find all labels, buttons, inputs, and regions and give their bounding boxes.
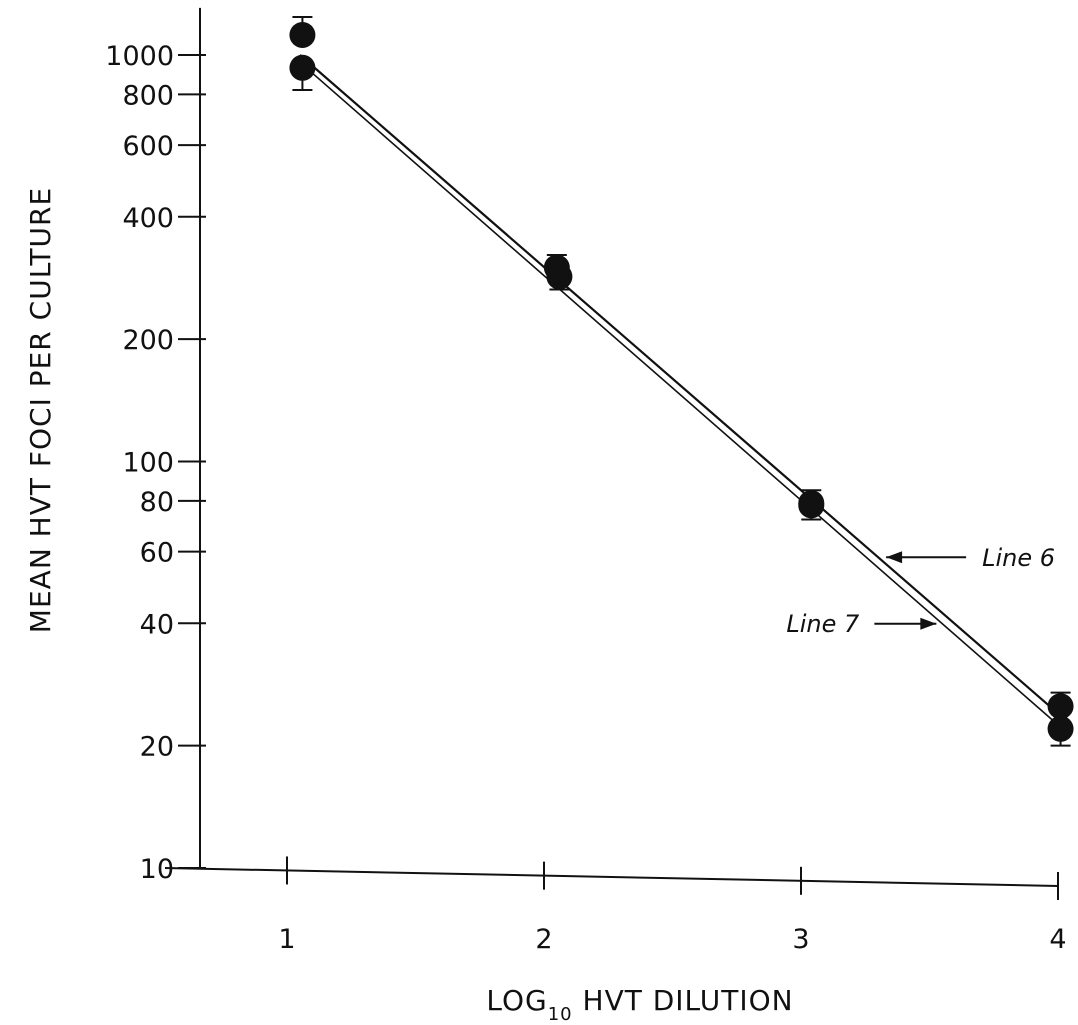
y-tick-label-20: 20 bbox=[140, 732, 174, 763]
data-point-s2-p2 bbox=[546, 263, 573, 290]
annotation-label-2: Line 7 bbox=[786, 610, 860, 638]
x-tick-label-3: 3 bbox=[792, 924, 809, 955]
data-point-s2-p1 bbox=[289, 54, 316, 81]
y-tick-label-800: 800 bbox=[122, 80, 174, 111]
y-tick-label-10: 10 bbox=[140, 854, 174, 885]
y-tick-label-40: 40 bbox=[140, 609, 174, 640]
x-axis-label-suffix: HVT DILUTION bbox=[573, 984, 794, 1017]
annotation-arrowhead-1 bbox=[886, 551, 903, 564]
markers bbox=[289, 16, 1074, 747]
y-axis-label: MEAN HVT FOCI PER CULTURE bbox=[24, 187, 57, 633]
y-tick-label-1000: 1000 bbox=[105, 41, 174, 72]
data-point-s2-p3 bbox=[798, 492, 825, 519]
x-axis-label: LOG10 HVT DILUTION bbox=[486, 984, 793, 1025]
data-point-s1-p1 bbox=[289, 21, 316, 48]
x-tick-label-2: 2 bbox=[535, 924, 552, 955]
data-point-s2-p4 bbox=[1047, 715, 1074, 742]
fit-lines bbox=[299, 54, 1059, 726]
annotation-label-1: Line 6 bbox=[982, 544, 1055, 572]
y-tick-label-80: 80 bbox=[140, 487, 174, 518]
y-tick-label-200: 200 bbox=[122, 325, 174, 356]
y-tick-label-400: 400 bbox=[122, 203, 174, 234]
y-tick-label-600: 600 bbox=[122, 131, 174, 162]
x-tick-label-4: 4 bbox=[1049, 924, 1066, 955]
fit-line-series-1 bbox=[299, 54, 1059, 715]
x-axis-label-subscript: 10 bbox=[548, 1004, 573, 1025]
axes: 10 20 40 60 80 100 200 400 600 800 1000 1 2 3 4 bbox=[105, 7, 1067, 955]
x-tick-label-1: 1 bbox=[278, 924, 295, 955]
fit-line-series-2 bbox=[299, 61, 1059, 726]
data-point-s1-p4 bbox=[1047, 693, 1074, 720]
y-tick-label-100: 100 bbox=[122, 448, 174, 479]
x-axis-line bbox=[164, 867, 1059, 887]
y-tick-label-60: 60 bbox=[140, 538, 174, 569]
x-axis-label-prefix: LOG bbox=[486, 984, 547, 1017]
annotations: Line 6 Line 7 bbox=[786, 544, 1055, 638]
annotation-arrowhead-2 bbox=[920, 617, 937, 630]
